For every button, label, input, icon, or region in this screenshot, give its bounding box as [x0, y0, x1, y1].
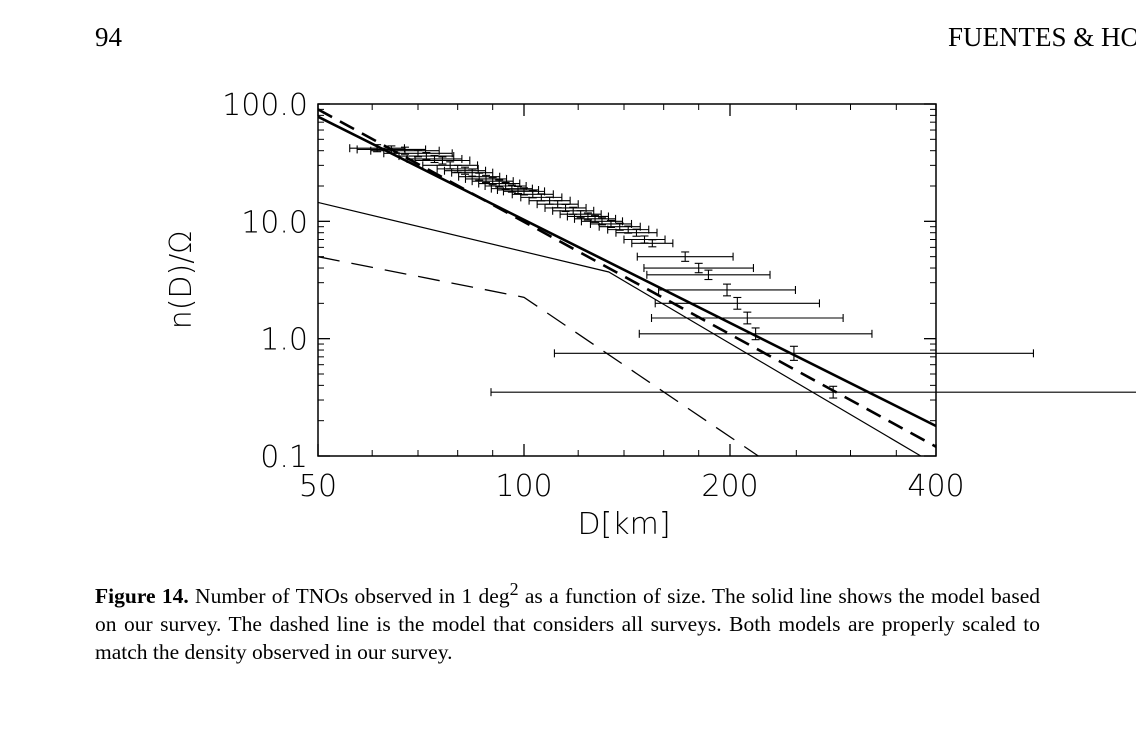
axis-ticks	[317, 103, 937, 457]
thin-dashed-model-line	[317, 256, 759, 457]
thick-dashed-model-line	[317, 108, 937, 448]
plot-frame	[317, 103, 937, 457]
observation-point	[398, 151, 455, 161]
x-tick-label: 200	[701, 469, 758, 504]
observation-point	[658, 283, 796, 297]
y-tick-label: 10.0	[241, 205, 308, 240]
model-lines	[317, 108, 937, 457]
observation-point	[615, 228, 658, 237]
caption-text-end: as a function of size. The solid line sh…	[95, 584, 1041, 665]
observation-point	[650, 311, 844, 325]
y-tick-label: 1.0	[260, 323, 308, 358]
observation-point	[496, 185, 540, 195]
y-tick-label: 0.1	[260, 440, 308, 475]
observation-point	[623, 235, 666, 244]
observation-point	[643, 262, 754, 274]
observation-point	[406, 154, 463, 164]
observation-point	[636, 251, 734, 262]
observation-point	[451, 168, 494, 177]
size-distribution-chart: 50 100 200 400 0.1 1.0 10.0 100.0 D[km] n(D)/Ω	[164, 88, 1136, 542]
x-axis-label: D[km]	[577, 507, 670, 542]
observation-point	[589, 219, 633, 229]
running-head: FUENTES & HO	[948, 22, 1136, 52]
observation-point	[638, 327, 873, 341]
observation-point	[536, 200, 579, 209]
y-axis-label: n(D)/Ω	[164, 231, 199, 330]
x-tick-label: 50	[299, 469, 337, 504]
x-tick-label: 400	[907, 469, 964, 504]
observation-point	[580, 217, 624, 226]
caption-superscript: 2	[509, 579, 519, 599]
axis-tick-labels: 50 100 200 400 0.1 1.0 10.0 100.0	[222, 88, 965, 504]
caption-text-start: Number of TNOs observed in 1 deg	[188, 584, 510, 609]
thin-solid-model-line	[317, 201, 922, 457]
observation-point	[414, 156, 471, 165]
observation-point	[654, 296, 821, 310]
thick-solid-model-line	[317, 115, 937, 428]
observation-point	[490, 385, 1136, 399]
x-tick-label: 100	[495, 469, 552, 504]
caption-label: Figure 14.	[95, 584, 189, 609]
observation-point	[553, 345, 1034, 361]
observation-points	[349, 144, 1136, 399]
page-number: 94	[95, 22, 122, 52]
observation-point	[631, 239, 674, 248]
y-tick-label: 100.0	[222, 88, 308, 123]
observation-point	[646, 269, 771, 281]
figure-caption: Figure 14. Number of TNOs observed in 1 …	[95, 575, 1040, 666]
observation-point	[544, 203, 587, 213]
